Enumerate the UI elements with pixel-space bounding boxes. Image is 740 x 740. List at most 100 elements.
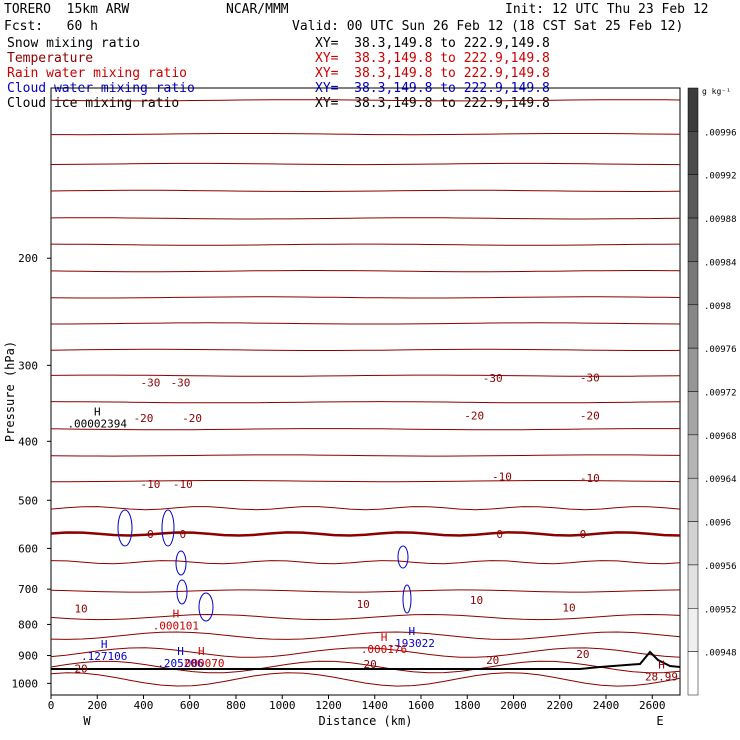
cloud-water-contour [402, 584, 412, 614]
colorbar-segment [687, 131, 699, 175]
colorbar-label: .00988 [704, 215, 737, 225]
extremum-marker: H [177, 645, 184, 658]
temperature-label: 20 [576, 648, 589, 661]
cloud-water-contour [117, 509, 133, 547]
temperature-label: 0 [147, 528, 154, 541]
temperature-label: 0 [496, 528, 503, 541]
x-tick-label: 0 [48, 699, 55, 712]
colorbar-label: .00976 [704, 345, 737, 355]
y-tick-label: 800 [18, 618, 38, 631]
temperature-label: -30 [141, 376, 161, 389]
field-xy-snow: XY= 38.3,149.8 to 222.9,149.8 [315, 36, 550, 51]
colorbar-label: .00972 [704, 389, 737, 399]
west-label: W [83, 714, 91, 728]
x-tick-label: 600 [180, 699, 200, 712]
isotherm-line [51, 480, 681, 483]
extremum-marker: H [94, 405, 101, 418]
y-tick-label: 700 [18, 583, 38, 596]
isotherm-line [50, 296, 681, 299]
temperature-label: -10 [492, 471, 512, 484]
colorbar-segment [687, 521, 699, 566]
temperature-label: -30 [171, 376, 191, 389]
isotherm-line [50, 660, 681, 674]
colorbar-unit: g kg⁻¹ [702, 87, 731, 96]
colorbar-label: .00968 [704, 432, 737, 442]
isotherm-line [50, 374, 681, 377]
extremum-value: .000176 [361, 643, 407, 656]
y-axis-title: Pressure (hPa) [3, 341, 17, 442]
isotherm-line [50, 217, 681, 220]
temperature-label: -30 [580, 371, 600, 384]
cloud-water-contour [176, 579, 188, 605]
colorbar-label: .00956 [704, 562, 737, 572]
y-tick-label: 300 [18, 359, 38, 372]
field-xy-temperature: XY= 38.3,149.8 to 222.9,149.8 [315, 51, 550, 66]
colorbar-segment [687, 217, 699, 262]
terrain-line [51, 650, 681, 670]
isotherm-line [50, 560, 681, 565]
colorbar-label: .0096 [704, 519, 731, 529]
y-tick-label: 200 [18, 252, 38, 265]
field-label-snow: Snow mixing ratio [7, 36, 141, 51]
forecast-hour: Fcst: 60 h [4, 19, 98, 34]
y-tick-label: 400 [18, 435, 38, 448]
temperature-label: 20 [364, 658, 377, 671]
isotherm-line [50, 613, 681, 621]
colorbar-segment [687, 174, 699, 219]
temperature-label: -20 [134, 412, 154, 425]
temperature-label: 10 [470, 594, 483, 607]
extremum-marker: H [381, 631, 388, 644]
field-label-cloud-ice: Cloud ice mixing ratio [7, 96, 180, 111]
extremum-marker: H [101, 638, 108, 651]
isotherm-line [50, 454, 681, 457]
x-tick-label: 2000 [500, 699, 527, 712]
x-tick-label: 2400 [593, 699, 620, 712]
temperature-label: 0 [180, 528, 187, 541]
x-tick-label: 200 [87, 699, 107, 712]
x-tick-label: 1400 [362, 699, 389, 712]
colorbar-segment [687, 391, 699, 436]
isotherm-line [50, 162, 681, 166]
isotherm-line [50, 243, 681, 246]
field-label-temperature: Temperature [7, 51, 94, 66]
cloud-water-contour [198, 592, 214, 622]
isotherm-line [50, 531, 681, 537]
isotherm-line [50, 631, 681, 640]
colorbar-segment [687, 304, 699, 349]
cloud-water-contour [161, 509, 175, 547]
model-title: TORERO 15km ARW [4, 2, 130, 17]
isotherm-line [50, 99, 681, 102]
colorbar-segment [687, 564, 699, 609]
temperature-label: -20 [464, 410, 484, 423]
isotherm-line [50, 589, 681, 593]
colorbar-label: .00996 [704, 128, 737, 138]
temperature-label: 20 [74, 662, 87, 675]
x-tick-label: 2200 [547, 699, 574, 712]
x-axis-title: Distance (km) [319, 714, 413, 728]
isotherm-line [50, 401, 681, 404]
extremum-value: .127106 [81, 650, 127, 663]
temperature-label: 10 [357, 598, 370, 611]
plot-frame [50, 87, 681, 696]
extremum-value: .000070 [178, 657, 224, 670]
extremum-value: .193022 [389, 637, 435, 650]
colorbar-segment [687, 651, 699, 696]
x-tick-label: 800 [226, 699, 246, 712]
isotherm-line [51, 133, 681, 136]
extremum-marker: H [198, 645, 205, 658]
x-tick-label: 400 [134, 699, 154, 712]
x-tick-label: 1600 [408, 699, 435, 712]
extremum-marker: H [658, 658, 665, 671]
field-label-cloud-water: Cloud water mixing ratio [7, 81, 195, 96]
extremum-value: 28.99 [645, 670, 678, 683]
y-tick-label: 600 [18, 542, 38, 555]
extremum-value: .00002394 [67, 417, 127, 430]
temperature-label: -20 [182, 412, 202, 425]
extremum-marker: H [408, 625, 415, 638]
colorbar-segment [687, 347, 699, 392]
x-tick-label: 1800 [454, 699, 481, 712]
temperature-label: -10 [580, 472, 600, 485]
isotherm-line [50, 428, 680, 431]
isotherm-line [50, 189, 681, 192]
